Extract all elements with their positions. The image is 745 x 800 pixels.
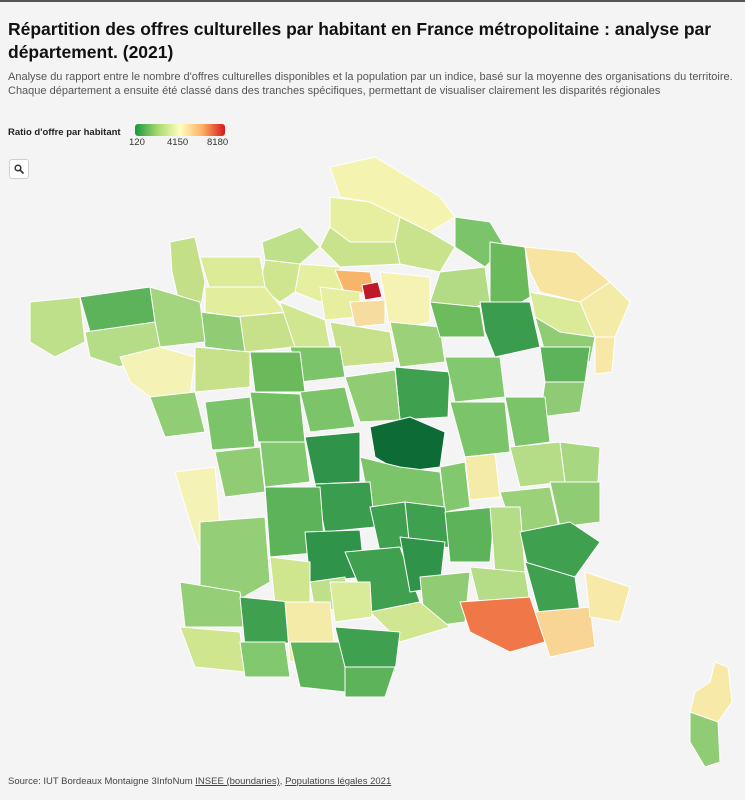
dept-lot-et-garonne[interactable] — [269, 556, 311, 605]
dept-haute-savoie[interactable] — [559, 441, 601, 483]
dept-cher[interactable] — [344, 369, 401, 423]
dept-var[interactable] — [534, 606, 596, 658]
dept-corse-du-sud[interactable] — [689, 711, 721, 768]
dept-ain[interactable] — [509, 441, 566, 488]
dept-haut-rhin[interactable] — [594, 336, 616, 375]
dept-haute-marne[interactable] — [479, 301, 541, 358]
dept-aube[interactable] — [429, 301, 486, 338]
dept-calvados[interactable] — [199, 256, 266, 291]
legend-max: 8180 — [207, 137, 229, 148]
dept-haute-corse[interactable] — [689, 661, 733, 723]
dept-haute-vienne[interactable] — [259, 441, 311, 488]
dept-ariege[interactable] — [289, 641, 346, 693]
dept-paris[interactable] — [361, 281, 383, 301]
dept-loire-atlantique[interactable] — [119, 346, 196, 398]
dept-savoie[interactable] — [549, 481, 601, 528]
dept-mayenne[interactable] — [199, 311, 246, 353]
dept-pyrenees-atlantiques[interactable] — [179, 626, 246, 673]
dept-cote-d-or[interactable] — [444, 356, 506, 403]
dept-jura[interactable] — [504, 396, 551, 448]
dept-finistere[interactable] — [29, 296, 86, 358]
dept-bouches-du-rhone[interactable] — [459, 596, 546, 653]
source-link-populations[interactable]: Populations légales 2021 — [285, 776, 392, 787]
dept-saone-et-loire[interactable] — [449, 401, 511, 458]
source-prefix: Source: IUT Bordeaux Montaigne 3InfoNum — [8, 776, 193, 787]
dept-nord[interactable] — [329, 156, 456, 233]
dept-haute-saone[interactable] — [539, 346, 591, 383]
source-note: Source: IUT Bordeaux Montaigne 3InfoNum … — [8, 776, 391, 787]
dept-alpes-maritimes[interactable] — [584, 571, 631, 623]
dept-drome[interactable] — [489, 506, 526, 575]
dept-nievre[interactable] — [394, 366, 451, 421]
dept-deux-sevres[interactable] — [204, 396, 256, 451]
france-map — [29, 156, 733, 768]
dept-charente[interactable] — [214, 446, 266, 498]
legend-color-scale — [135, 124, 225, 136]
dept-ardeche[interactable] — [444, 506, 496, 563]
dept-seine-maritime[interactable] — [261, 226, 321, 265]
dept-vienne[interactable] — [249, 391, 306, 443]
dept-gironde[interactable] — [199, 516, 271, 603]
legend-mid: 4150 — [167, 137, 189, 148]
dept-tarn[interactable] — [329, 581, 373, 623]
dept-hautes-pyrenees[interactable] — [239, 641, 291, 678]
dept-maine-et-loire[interactable] — [194, 346, 251, 393]
legend-title: Ratio d'offre par habitant — [8, 127, 121, 138]
dept-ille-et-vilaine[interactable] — [149, 286, 206, 348]
dept-correze[interactable] — [314, 481, 376, 533]
page-subtitle: Analyse du rapport entre le nombre d'off… — [8, 71, 733, 97]
dept-creuse[interactable] — [304, 431, 361, 485]
dept-indre[interactable] — [299, 386, 356, 433]
search-icon — [14, 164, 24, 174]
dept-indre-et-loire[interactable] — [249, 351, 306, 393]
dept-pyrenees-orientales[interactable] — [344, 666, 396, 698]
dept-essonne[interactable] — [349, 299, 386, 328]
dept-yonne[interactable] — [389, 321, 446, 368]
dept-aude[interactable] — [334, 626, 401, 673]
dept-vendee[interactable] — [149, 391, 206, 438]
source-link-insee[interactable]: INSEE (boundaries) — [195, 776, 280, 787]
page-title: Répartition des offres culturelles par h… — [8, 19, 712, 62]
dept-rhone[interactable] — [464, 453, 501, 501]
zoom-button[interactable] — [9, 159, 29, 179]
legend-min: 120 — [129, 137, 145, 148]
source-separator: , — [279, 776, 283, 787]
